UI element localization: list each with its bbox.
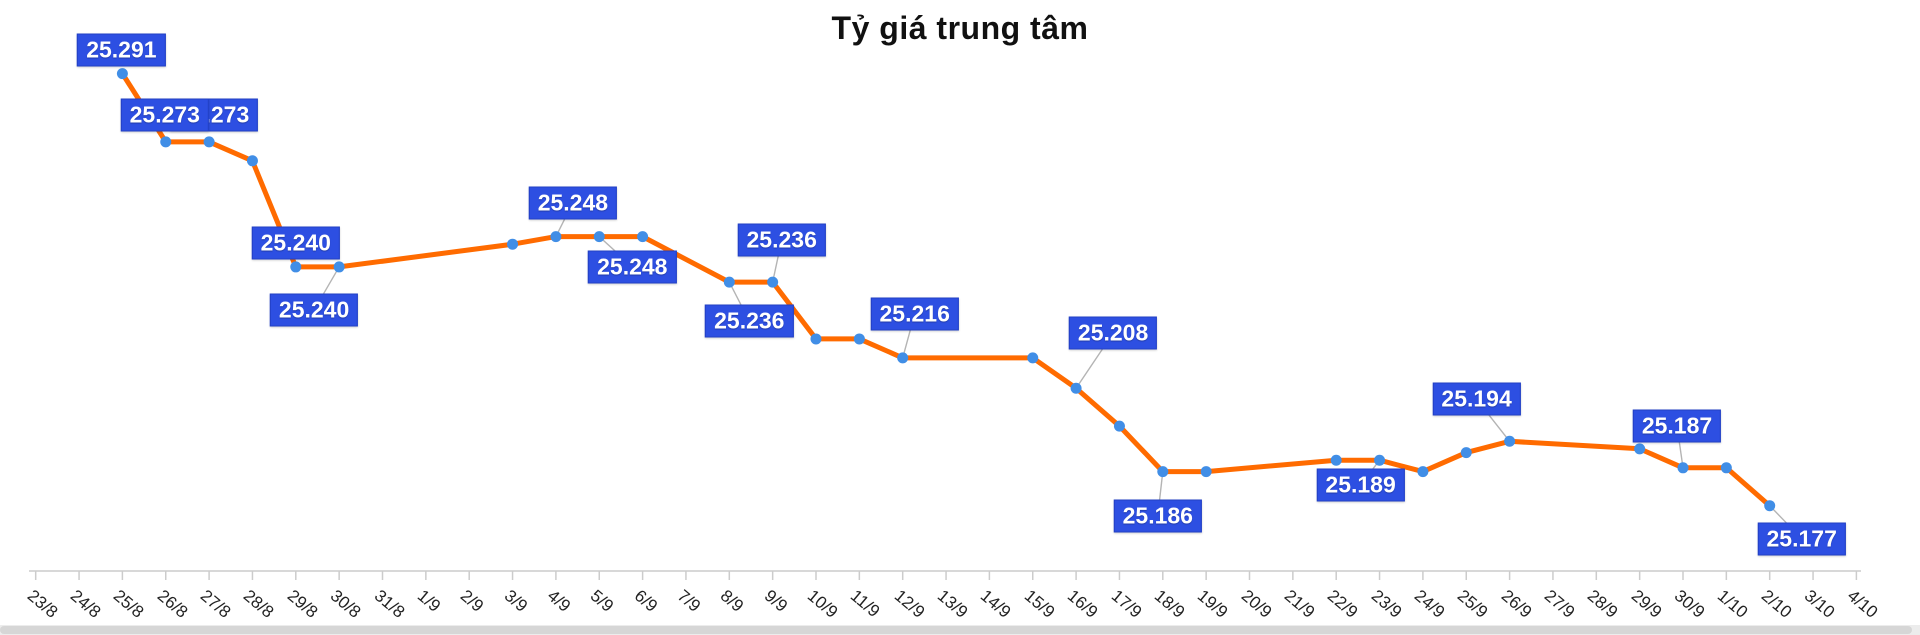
data-point-marker[interactable] <box>767 276 779 288</box>
data-label-box: 25.236 <box>705 304 794 338</box>
data-point-marker[interactable] <box>593 231 605 243</box>
data-point-marker[interactable] <box>203 136 215 148</box>
data-point-marker[interactable] <box>1720 462 1732 474</box>
horizontal-scrollbar-track[interactable] <box>0 625 1920 635</box>
data-label-box: 25.177 <box>1757 522 1846 556</box>
data-point-marker[interactable] <box>1504 435 1516 447</box>
data-label-box: 25.189 <box>1316 468 1405 502</box>
data-label-box: 25.186 <box>1113 499 1202 533</box>
data-point-marker[interactable] <box>853 333 865 345</box>
data-point-marker[interactable] <box>1677 462 1689 474</box>
chart-title: Tỷ giá trung tâm <box>831 10 1089 46</box>
data-label-box: 25.187 <box>1632 409 1722 443</box>
data-label-box: 25.248 <box>588 250 677 284</box>
data-point-marker[interactable] <box>1070 382 1082 394</box>
data-point-marker[interactable] <box>116 68 128 80</box>
data-point-marker[interactable] <box>1460 447 1472 459</box>
data-point-marker[interactable] <box>1374 454 1386 466</box>
data-label-box: 25.208 <box>1068 316 1158 350</box>
data-point-marker[interactable] <box>290 261 302 273</box>
data-point-marker[interactable] <box>1027 352 1039 364</box>
data-point-marker[interactable] <box>1157 466 1169 478</box>
data-point-marker[interactable] <box>1113 420 1125 432</box>
data-point-marker[interactable] <box>1634 443 1646 455</box>
data-label-box: 25.248 <box>528 186 618 220</box>
data-point-marker[interactable] <box>810 333 822 345</box>
data-point-marker[interactable] <box>897 352 909 364</box>
horizontal-scrollbar-thumb[interactable] <box>0 626 1912 634</box>
data-label-box: 25.236 <box>737 223 826 257</box>
data-point-marker[interactable] <box>1417 466 1429 478</box>
data-label-box: 25.240 <box>251 226 340 260</box>
data-point-marker[interactable] <box>1330 454 1342 466</box>
data-point-marker[interactable] <box>637 231 649 243</box>
data-point-marker[interactable] <box>1764 500 1776 512</box>
data-label-box: 25.273 <box>120 98 209 132</box>
data-label-box: 25.291 <box>77 33 166 67</box>
data-point-marker[interactable] <box>160 136 172 148</box>
data-label-box: 25.240 <box>269 293 359 327</box>
data-point-marker[interactable] <box>333 261 345 273</box>
data-label-box: 25.194 <box>1432 382 1521 416</box>
data-point-marker[interactable] <box>246 155 258 167</box>
data-point-marker[interactable] <box>550 231 562 243</box>
series-line <box>119 71 1773 509</box>
data-point-marker[interactable] <box>723 276 735 288</box>
data-point-marker[interactable] <box>507 238 519 250</box>
data-point-marker[interactable] <box>1200 466 1212 478</box>
data-label-box: 25.216 <box>870 297 959 331</box>
